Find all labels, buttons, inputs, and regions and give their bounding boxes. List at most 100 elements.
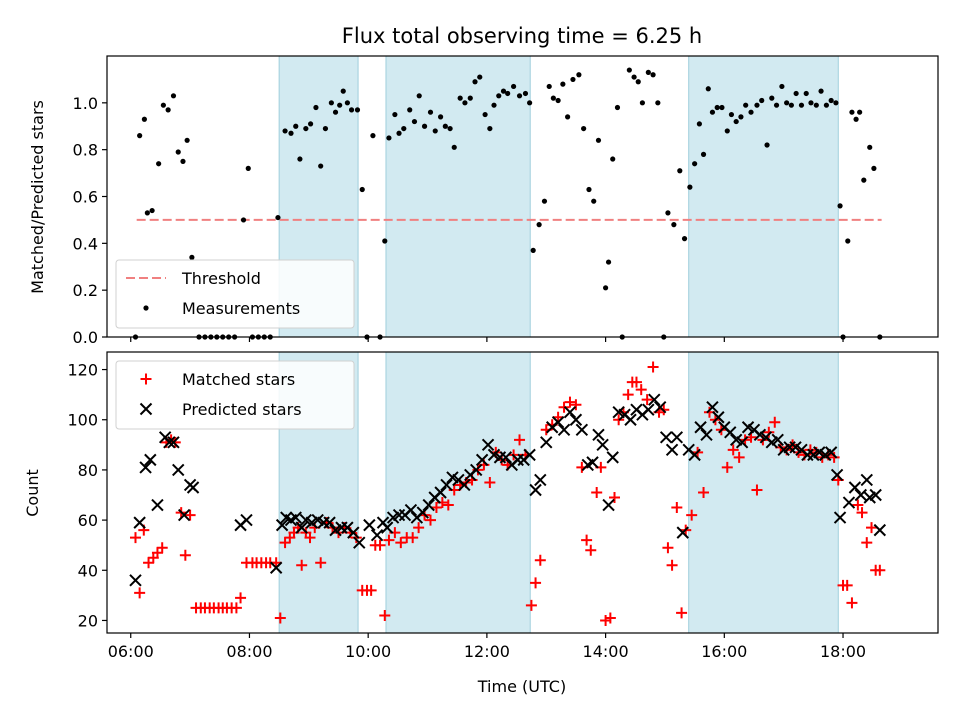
y-tick-label: 1.0	[73, 94, 98, 113]
x-tick-label: 06:00	[108, 642, 154, 661]
data-point	[275, 518, 289, 532]
data-point	[370, 528, 384, 542]
data-point	[662, 542, 674, 554]
data-point	[696, 121, 702, 127]
data-point	[422, 498, 435, 512]
data-point	[143, 557, 155, 569]
data-point	[296, 559, 308, 571]
axes-frame	[106, 351, 939, 634]
shaded-interval	[385, 55, 531, 338]
data-point	[650, 72, 656, 78]
data-point	[852, 499, 864, 511]
data-point	[141, 116, 147, 122]
data-point	[491, 102, 497, 108]
data-point	[849, 109, 855, 115]
data-point	[600, 614, 612, 626]
data-point	[353, 536, 366, 549]
data-point	[137, 133, 143, 139]
data-point	[671, 502, 683, 514]
data-point	[530, 247, 536, 253]
data-point	[551, 416, 565, 429]
data-point	[873, 523, 887, 537]
data-point	[769, 95, 775, 101]
data-point	[240, 513, 253, 527]
data-point	[677, 168, 683, 174]
data-point	[823, 102, 830, 108]
data-point	[631, 74, 637, 80]
data-point	[275, 214, 281, 221]
data-point	[416, 93, 422, 99]
data-point	[348, 107, 355, 113]
data-point	[856, 507, 868, 519]
data-point	[681, 236, 688, 242]
data-point	[565, 114, 571, 120]
data-point	[639, 100, 646, 106]
data-point	[798, 102, 805, 108]
data-point	[354, 107, 361, 113]
data-point	[282, 128, 288, 134]
y-tick-label: 80	[78, 461, 98, 480]
data-point	[610, 156, 616, 162]
data-point	[727, 444, 739, 456]
data-point	[721, 461, 733, 473]
data-point	[386, 135, 392, 141]
series-measurements	[132, 67, 883, 340]
data-point	[177, 508, 191, 522]
data-point	[841, 579, 853, 591]
data-point	[861, 537, 873, 549]
data-point	[522, 90, 529, 97]
data-point	[295, 521, 308, 534]
data-point	[666, 559, 678, 571]
data-point	[626, 67, 632, 73]
data-point	[724, 128, 730, 134]
data-point	[472, 79, 478, 85]
data-point	[363, 518, 376, 532]
x-tick-label: 12:00	[464, 642, 510, 661]
data-point	[648, 393, 661, 406]
data-point	[447, 125, 453, 132]
x-tick-label: 14:00	[583, 642, 629, 661]
data-point	[499, 451, 513, 464]
data-point	[350, 532, 362, 544]
data-point	[411, 118, 418, 125]
data-point	[576, 72, 582, 78]
data-point	[700, 428, 713, 442]
data-point	[655, 100, 661, 106]
data-point	[523, 448, 536, 462]
ratio-panel: 0.0 0.2 0.4 0.6 0.8 1.0 Threshold Measurements	[73, 55, 939, 347]
data-point	[665, 210, 671, 216]
data-point	[586, 456, 599, 469]
data-point	[586, 186, 592, 193]
data-point	[475, 453, 489, 467]
data-point	[337, 102, 343, 108]
data-point	[687, 184, 693, 190]
data-point	[692, 161, 698, 167]
data-point	[481, 438, 495, 452]
data-point	[487, 125, 493, 132]
y-tick-label: 120	[67, 361, 98, 380]
data-point	[175, 149, 181, 155]
y-axis-label-count: Count	[23, 469, 42, 517]
data-point	[724, 426, 737, 439]
data-point	[407, 107, 413, 113]
data-point	[788, 102, 794, 108]
data-point	[534, 554, 546, 566]
data-point	[365, 584, 377, 596]
data-point	[719, 104, 725, 111]
data-point	[676, 607, 688, 619]
data-point	[698, 487, 710, 498]
data-point	[874, 564, 886, 576]
y-tick-label: 0.6	[73, 188, 98, 207]
data-point	[536, 222, 542, 228]
data-point	[430, 502, 442, 514]
data-point	[645, 69, 651, 75]
data-point	[484, 476, 496, 488]
data-point	[550, 95, 556, 101]
data-point	[763, 426, 775, 438]
legend: Threshold Measurements	[115, 259, 355, 329]
data-point	[837, 203, 843, 209]
y-axis-label-ratio: Matched/Predicted stars	[28, 100, 47, 294]
data-point	[604, 612, 616, 624]
legend-marker-swatch	[143, 305, 149, 311]
